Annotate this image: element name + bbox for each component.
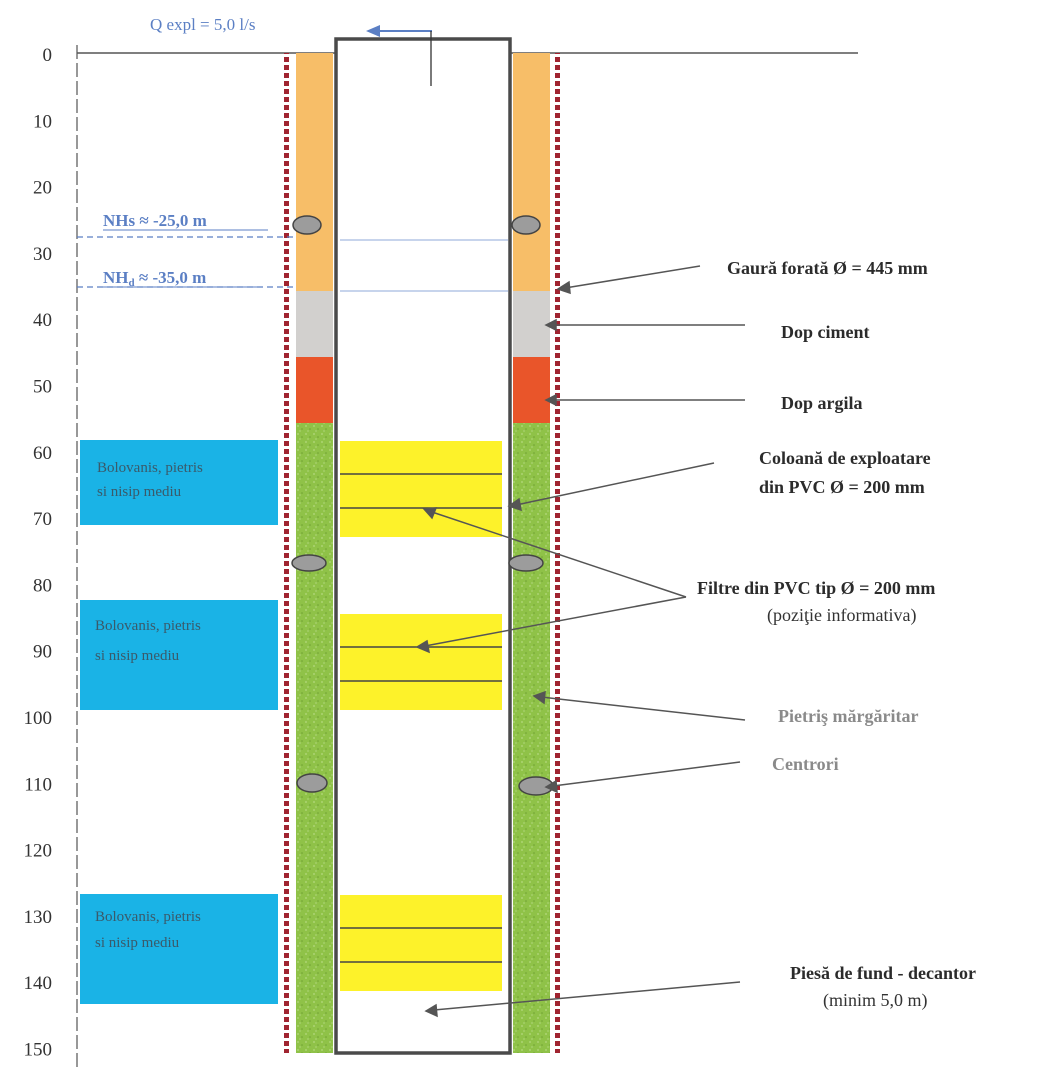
- strata-3-line2: si nisip mediu: [95, 935, 180, 951]
- strata-2-line2: si nisip mediu: [95, 648, 180, 664]
- strata-box-1: Bolovanis, pietris si nisip mediu: [80, 440, 278, 525]
- gravel-pack-label: Pietriş mărgăritar: [778, 706, 918, 726]
- centralizer-right-2: [508, 554, 544, 572]
- centralizer-left-2: [291, 554, 327, 572]
- bottom-piece-arrow: [433, 981, 741, 1011]
- depth-tick-label: 140: [24, 973, 53, 994]
- depth-tick-label: 80: [33, 575, 52, 596]
- depth-tick-label: 110: [24, 774, 52, 795]
- centralizers: [291, 215, 554, 796]
- depth-tick-label: 40: [33, 310, 52, 331]
- borehole-label: Gaură forată Ø = 445 mm: [727, 258, 928, 278]
- depth-tick-label: 130: [24, 907, 53, 928]
- gravel-arrow: [540, 696, 746, 721]
- borehole-arrow: [564, 265, 701, 289]
- dynamic-level-label: NHd ≈ -35,0 m: [103, 268, 206, 289]
- depth-tick-label: 10: [33, 111, 52, 132]
- strata-3-line1: Bolovanis, pietris: [95, 909, 201, 925]
- clay-plug-right: [513, 357, 550, 423]
- clay-plug-left: [296, 357, 333, 423]
- cement-fill-left: [296, 53, 333, 291]
- casing-label-line1: Coloană de exploatare: [759, 448, 931, 468]
- centralizers-label: Centrori: [772, 754, 839, 774]
- depth-tick-label: 30: [33, 244, 52, 265]
- filter-arrow-lower: [424, 596, 687, 647]
- strata-2-line1: Bolovanis, pietris: [95, 618, 201, 634]
- cement-plug-right: [513, 291, 550, 357]
- filter-section-3: [340, 895, 502, 991]
- gravel-pack-left: [296, 423, 333, 1053]
- centralizer-right-1: [511, 215, 541, 235]
- centralizers-arrow: [552, 761, 741, 787]
- gravel-pack-right: [513, 423, 550, 1053]
- leader-arrows: [415, 265, 746, 1018]
- filter-section-1: [340, 441, 502, 537]
- depth-axis: 0 10 20 30 40 50 60 70 80 90 100 110 120 130 140 150: [24, 45, 78, 1071]
- cement-plug-left: [296, 291, 333, 357]
- casing-arrow: [515, 462, 715, 506]
- borehole-wall-left: [284, 53, 289, 1053]
- bottom-piece-label-line2: (minim 5,0 m): [823, 990, 928, 1011]
- strata-box-2: Bolovanis, pietris si nisip mediu: [80, 600, 278, 710]
- filters-label-line1: Filtre din PVC tip Ø = 200 mm: [697, 578, 935, 598]
- depth-tick-label: 100: [24, 708, 53, 729]
- cement-plug-label: Dop ciment: [781, 322, 870, 342]
- centralizer-left-1: [292, 215, 322, 235]
- depth-tick-label: 150: [24, 1040, 53, 1061]
- casing-label-line2: din PVC Ø = 200 mm: [759, 477, 925, 497]
- centralizer-left-3: [296, 773, 328, 793]
- discharge-rate-label: Q expl = 5,0 l/s: [150, 15, 255, 34]
- depth-tick-label: 90: [33, 642, 52, 663]
- depth-tick-label: 70: [33, 509, 52, 530]
- casing-column: [334, 37, 512, 1055]
- discharge-arrow-icon: [366, 25, 432, 86]
- filter-section-2: [340, 614, 502, 710]
- filter-arrow-upper: [431, 511, 687, 598]
- depth-tick-label: 120: [24, 841, 53, 862]
- depth-tick-label: 0: [43, 45, 53, 66]
- strata-1-line2: si nisip mediu: [97, 484, 182, 500]
- strata-1-line1: Bolovanis, pietris: [97, 460, 203, 476]
- filters-label-line2: (poziţie informativa): [767, 605, 916, 626]
- depth-tick-label: 20: [33, 178, 52, 199]
- depth-tick-label: 60: [33, 443, 52, 464]
- clay-plug-label: Dop argila: [781, 393, 863, 413]
- depth-tick-labels: 0 10 20 30 40 50 60 70 80 90 100 110 120 130 140 150: [24, 45, 53, 1061]
- bottom-piece-label-line1: Piesă de fund - decantor: [790, 963, 976, 983]
- strata-box-3: Bolovanis, pietris si nisip mediu: [80, 894, 278, 1004]
- static-level-label: NHs ≈ -25,0 m: [103, 211, 207, 230]
- depth-tick-label: 50: [33, 377, 52, 398]
- borehole-wall-right: [555, 53, 560, 1053]
- cement-fill-right: [513, 53, 550, 291]
